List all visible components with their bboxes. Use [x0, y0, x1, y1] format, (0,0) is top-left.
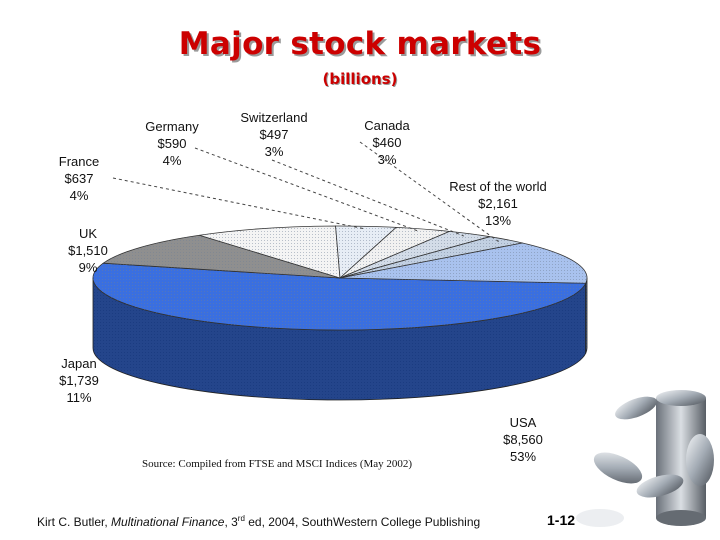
slice-name: France — [58, 154, 100, 169]
pie-slice-texture-france — [335, 226, 397, 278]
slice-name: USA — [509, 415, 537, 430]
coin-stack-image — [576, 390, 714, 527]
slice-percent: 11% — [66, 390, 92, 405]
pie-slice-texture-canada — [340, 236, 523, 278]
slice-value: $590 — [157, 136, 187, 151]
slice-name: UK — [78, 226, 98, 241]
slice-label-france: France $637 4% — [44, 153, 114, 204]
slice-percent: 13% — [484, 213, 512, 228]
slide-title: Major stock markets — [178, 26, 542, 62]
slice-percent: 4% — [162, 153, 182, 168]
slice-percent: 3% — [377, 152, 397, 167]
pie-slice-texture-germany — [340, 227, 450, 278]
pie-slice-texture-switzerland — [340, 231, 490, 278]
slice-value: $460 — [372, 135, 402, 150]
source-note: Source: Compiled from FTSE and MSCI Indi… — [142, 458, 413, 470]
slice-name: Canada — [364, 118, 410, 133]
pie-side-texture-rest-of-the-world — [585, 278, 587, 354]
footer-citation: Kirt C. Butler, Multinational Finance, 3… — [37, 514, 480, 529]
pie-slice-texture-japan — [103, 235, 340, 278]
slice-name: Switzerland — [240, 110, 308, 125]
slide-subtitle: (billions) — [322, 70, 398, 88]
slice-label-germany: Germany $590 4% — [132, 118, 212, 169]
slice-value: $2,161 — [478, 196, 518, 211]
slice-label-rest-of-world: Rest of the world $2,161 13% — [438, 178, 558, 229]
footer-edition-sup: rd — [237, 514, 245, 523]
slice-value: $1,510 — [68, 243, 108, 258]
pie-slice-texture-rest-of-the-world — [340, 242, 587, 284]
leader-line-switzerland — [271, 159, 465, 237]
slice-percent: 9% — [78, 260, 98, 275]
slice-label-canada: Canada $460 3% — [352, 117, 422, 168]
slice-label-uk: UK $1,510 9% — [48, 225, 128, 276]
page-number: 1-12 — [547, 512, 576, 528]
slice-value: $637 — [64, 171, 94, 186]
pie-slice-texture-usa — [92, 263, 586, 330]
footer-author: Kirt C. Butler, — [37, 515, 112, 529]
footer-book-title: Multinational Finance — [111, 515, 225, 529]
leader-line-germany — [194, 147, 420, 232]
footer-publisher: ed, 2004, SouthWestern College Publishin… — [244, 515, 481, 529]
pie-slice-texture-uk — [199, 226, 340, 278]
slice-name: Rest of the world — [449, 179, 547, 194]
slice-percent: 53% — [509, 449, 537, 464]
slice-percent: 3% — [264, 144, 284, 159]
pie-side-texture-usa — [93, 278, 586, 400]
leader-line-canada — [359, 141, 499, 242]
footer-edition: , 3 — [224, 515, 238, 529]
slice-percent: 4% — [69, 188, 89, 203]
slice-label-switzerland: Switzerland $497 3% — [229, 109, 319, 160]
slice-name: Germany — [145, 119, 199, 134]
slice-value: $8,560 — [503, 432, 543, 447]
leader-line-france — [112, 177, 365, 230]
slice-name: Japan — [61, 356, 97, 371]
slice-value: $497 — [259, 127, 289, 142]
slice-label-usa: USA $8,560 53% — [478, 414, 568, 465]
slice-value: $1,739 — [59, 373, 99, 388]
slice-label-japan: Japan $1,739 11% — [34, 355, 124, 406]
